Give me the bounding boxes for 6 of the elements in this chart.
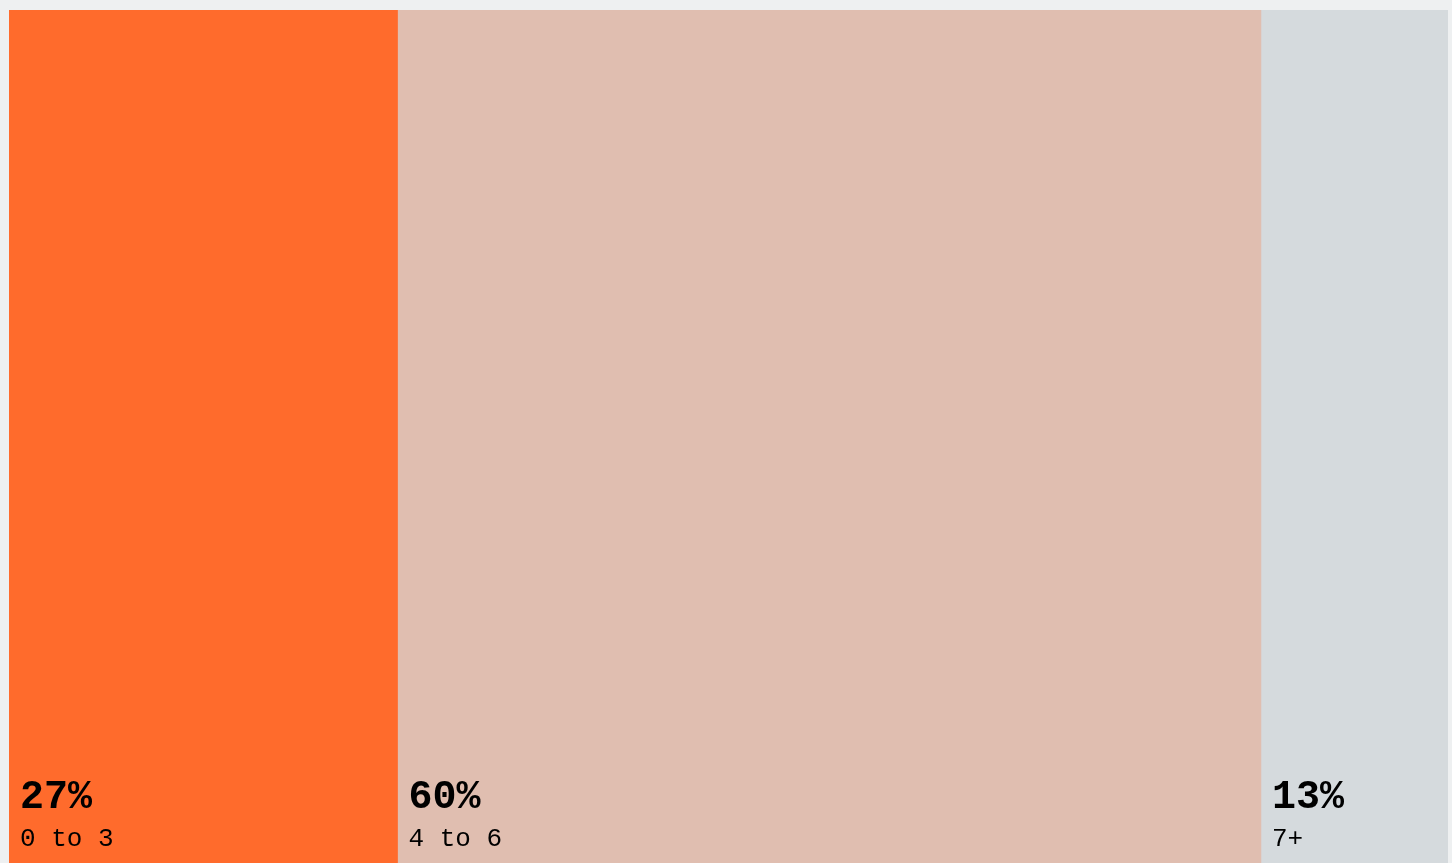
series-label: 0 to 3	[20, 824, 114, 854]
data-label: 27%	[20, 775, 94, 820]
data-label: 13%	[1271, 775, 1345, 820]
series-label: 7+	[1271, 824, 1304, 854]
series-label: 4 to 6	[408, 824, 503, 854]
data-label: 60%	[408, 775, 482, 820]
